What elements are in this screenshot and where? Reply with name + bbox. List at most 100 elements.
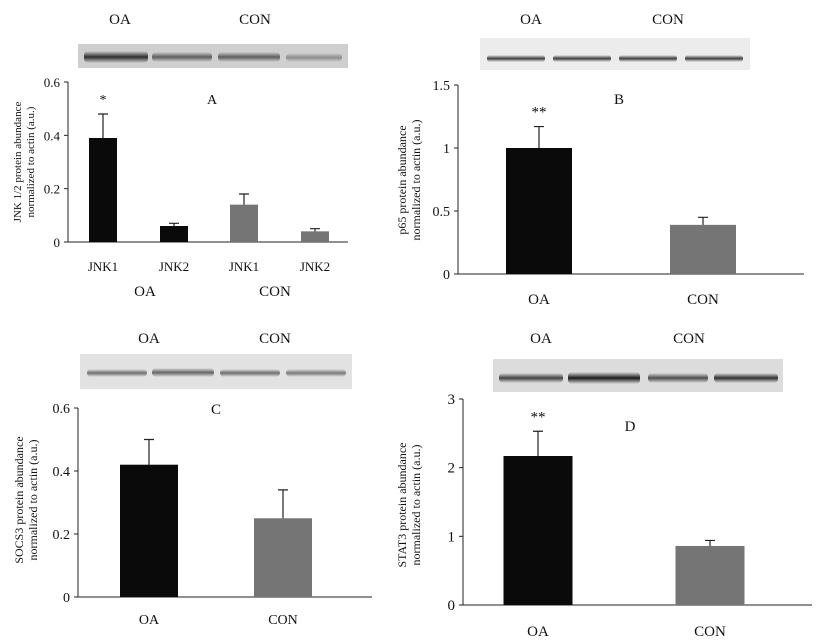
panel-a-band-1 [84,51,148,63]
panel-a-bar-oa-jnk1 [89,138,117,242]
panel-c-y-tick-label: 0.6 [53,402,71,417]
panel-a-y-tick-label: 0.2 [44,182,60,197]
panel-c-band-2 [152,368,214,377]
panel-c-blot-label-oa: OA [138,331,160,347]
panel-c-bar-oa [120,464,178,597]
panel-c-band-1 [87,369,147,377]
panel-a-title: A [207,93,218,108]
panel-d-band-4 [714,373,778,383]
panel-b-bar-oa [506,148,572,274]
panel-a-error-bar [169,222,179,226]
panel-a-x-label: JNK2 [300,259,330,274]
panel-d: OA CON 0 1 2 3 D STAT3 protein abundance… [395,331,812,640]
panel-b-band-4 [685,55,743,62]
panel-b-blot-strip [480,38,750,70]
panel-b-error-bar [534,125,544,148]
panel-c-blot: OA CON [80,331,352,389]
panel-d-blot: OA CON [493,331,783,392]
panel-c-x-label: OA [139,613,160,628]
panel-b-x-label: CON [687,292,719,308]
panel-a-y-label-1: JNK 1/2 protein abundance [12,102,24,223]
panel-d-band-3 [648,373,708,383]
panel-c-y-label-2: normalized to actin (a.u.) [26,440,40,561]
panel-d-bar-con [675,545,745,605]
panel-a-bar-oa-jnk2 [160,226,188,242]
panel-a-bar-con-jnk1 [230,204,258,242]
panel-b: OA CON 0 0.5 1 1.5 B p65 protein abundan… [395,12,804,308]
panel-c: OA CON 0 0.2 0.4 0.6 C SOCS3 protein abu… [12,331,372,628]
panel-c-y-tick-label: 0.4 [53,465,71,480]
panel-a-group-label-con: CON [259,284,291,300]
panel-a-band-4 [286,53,342,62]
panel-c-y-tick-label: 0.2 [53,528,71,543]
panel-d-bar-oa [503,455,573,605]
panel-a-error-bar [239,193,249,205]
panel-d-significance: ** [531,409,546,425]
panel-b-band-2 [553,55,611,62]
panel-a-y-tick-label: 0 [54,235,61,250]
panel-a-blot: OA CON [78,12,348,68]
panel-a-y-label-2: normalized to actin (a.u.) [25,106,37,217]
panel-a-significance: * [100,93,107,108]
panel-d-title: D [625,419,636,435]
panel-a-blot-label-oa: OA [109,12,131,28]
panel-b-y-tick-label: 1 [443,142,450,157]
panel-d-band-2 [568,372,640,384]
panel-a: OA CON 0 0.2 0.4 0.6 A JNK 1/2 protein a… [12,12,348,300]
panel-a-blot-label-con: CON [239,12,271,28]
panel-c-blot-label-con: CON [259,331,291,347]
panel-c-error-bar [144,438,154,465]
panel-c-chart: 0 0.2 0.4 0.6 C SOCS3 protein abundance … [12,402,372,628]
panel-c-band-4 [286,369,346,377]
panel-a-y-tick-label: 0.6 [44,75,61,90]
panel-d-blot-label-oa: OA [530,331,552,347]
panel-d-y-tick-label: 2 [448,461,456,477]
panel-b-title: B [614,92,624,108]
panel-c-x-label: CON [268,613,298,628]
panel-d-x-label: CON [694,624,726,640]
panel-a-bar-con-jnk2 [301,231,329,242]
panel-c-y-tick-label: 0 [63,591,70,606]
panel-d-y-tick-label: 1 [448,529,456,545]
panel-a-band-3 [218,52,280,62]
panel-c-bar-con [254,518,312,597]
panel-d-chart: 0 1 2 3 D STAT3 protein abundance normal… [395,392,812,640]
panel-d-error-bar [533,430,543,456]
panel-d-band-1 [499,373,563,383]
panel-b-blot: OA CON [480,12,750,70]
panel-c-title: C [211,402,221,418]
panel-b-band-1 [487,55,545,62]
panel-b-y-tick-label: 1.5 [433,79,451,94]
panel-b-y-tick-label: 0.5 [433,205,451,220]
panel-b-y-label-2: normalized to actin (a.u.) [409,120,423,241]
panel-b-blot-label-oa: OA [520,12,542,28]
panel-d-y-label-1: STAT3 protein abundance [395,442,409,567]
panel-b-significance: ** [532,105,547,121]
panel-a-band-2 [152,52,212,62]
panel-b-y-tick-label: 0 [443,268,450,283]
panel-a-x-label: JNK1 [88,259,118,274]
panel-b-band-3 [619,55,677,62]
panel-b-x-label: OA [528,292,550,308]
panel-c-band-3 [220,369,280,377]
panel-a-error-bar [310,228,320,232]
panel-d-error-bar [705,539,715,546]
panel-c-y-label-1: SOCS3 protein abundance [12,436,26,563]
panel-b-error-bar [698,216,708,225]
panel-d-x-label: OA [527,624,549,640]
panel-a-chart: 0 0.2 0.4 0.6 A JNK 1/2 protein abundanc… [12,75,348,300]
panel-a-group-label-oa: OA [134,284,156,300]
panel-b-blot-label-con: CON [652,12,684,28]
panel-b-bar-con [670,224,736,274]
panel-c-error-bar [278,489,288,519]
panel-a-error-bar [98,113,108,138]
panel-a-x-label: JNK2 [159,259,189,274]
panel-a-y-tick-label: 0.4 [44,128,61,143]
panel-d-y-label-2: normalized to actin (a.u.) [409,445,423,566]
panel-b-chart: 0 0.5 1 1.5 B p65 protein abundance norm… [395,79,804,308]
panel-d-blot-label-con: CON [673,331,705,347]
panel-d-y-tick-label: 3 [448,392,456,408]
panel-d-y-tick-label: 0 [448,598,456,614]
panel-b-y-label-1: p65 protein abundance [395,125,409,234]
